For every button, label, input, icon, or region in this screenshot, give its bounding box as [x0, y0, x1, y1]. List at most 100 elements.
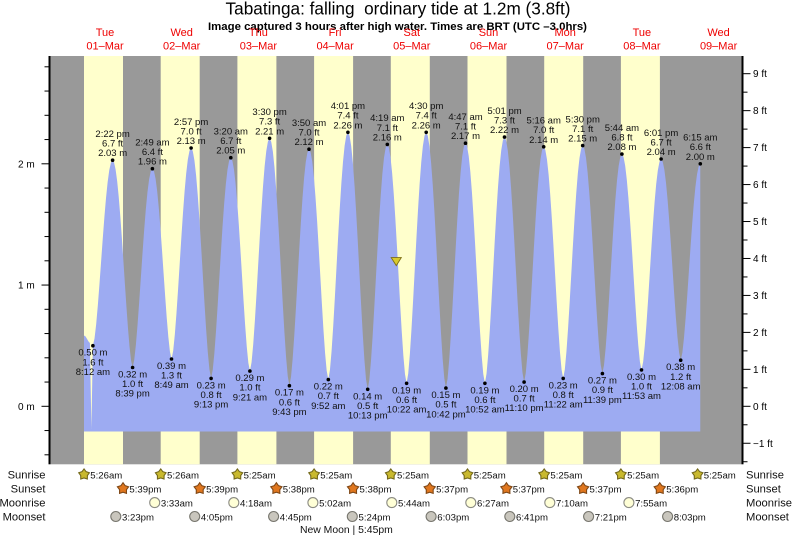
svg-text:5:01 pm: 5:01 pm: [487, 106, 521, 117]
svg-text:Sat: Sat: [404, 27, 421, 39]
svg-text:Fri: Fri: [329, 27, 342, 39]
svg-text:7:21pm: 7:21pm: [595, 513, 627, 524]
svg-text:1 ft: 1 ft: [753, 365, 767, 376]
svg-text:8:12 am: 8:12 am: [76, 367, 110, 378]
svg-text:3:33am: 3:33am: [161, 499, 193, 510]
svg-text:2.22 m: 2.22 m: [490, 125, 519, 136]
svg-text:5:26am: 5:26am: [167, 471, 199, 482]
svg-text:1.6 ft: 1.6 ft: [82, 357, 103, 368]
svg-text:05–Mar: 05–Mar: [393, 41, 431, 53]
svg-text:08–Mar: 08–Mar: [623, 41, 661, 53]
svg-text:0.7 ft: 0.7 ft: [514, 394, 535, 405]
svg-text:4:45pm: 4:45pm: [280, 513, 312, 524]
svg-text:6.6 ft: 6.6 ft: [690, 142, 711, 153]
svg-text:Sun: Sun: [479, 27, 499, 39]
svg-text:5:25am: 5:25am: [704, 471, 736, 482]
svg-text:0.23 m: 0.23 m: [197, 380, 226, 391]
svg-text:5:25am: 5:25am: [550, 471, 582, 482]
svg-text:0.8 ft: 0.8 ft: [201, 390, 222, 401]
svg-text:3:23pm: 3:23pm: [122, 513, 154, 524]
svg-text:0.20 m: 0.20 m: [510, 384, 539, 395]
svg-text:5:25am: 5:25am: [627, 471, 659, 482]
svg-text:6.7 ft: 6.7 ft: [220, 136, 241, 147]
svg-text:0.32 m: 0.32 m: [118, 370, 147, 381]
svg-text:5:25am: 5:25am: [320, 471, 352, 482]
svg-text:4:47 am: 4:47 am: [448, 112, 482, 123]
svg-text:7.3 ft: 7.3 ft: [494, 116, 515, 127]
svg-text:5:26am: 5:26am: [90, 471, 122, 482]
svg-text:0.8 ft: 0.8 ft: [553, 390, 574, 401]
svg-text:7.0 ft: 7.0 ft: [298, 128, 319, 139]
svg-text:6:27am: 6:27am: [477, 499, 509, 510]
svg-text:11:10 pm: 11:10 pm: [505, 403, 544, 414]
svg-text:0.19 m: 0.19 m: [392, 385, 421, 396]
svg-text:6:01 pm: 6:01 pm: [644, 128, 678, 139]
svg-text:2:57 pm: 2:57 pm: [174, 117, 208, 128]
svg-text:5:02am: 5:02am: [319, 499, 351, 510]
svg-text:7.0 ft: 7.0 ft: [181, 126, 202, 137]
svg-text:2.17 m: 2.17 m: [451, 131, 480, 142]
svg-text:1 m: 1 m: [18, 281, 35, 292]
svg-text:0.5 ft: 0.5 ft: [357, 401, 378, 412]
svg-text:10:13 pm: 10:13 pm: [348, 411, 388, 422]
svg-text:04–Mar: 04–Mar: [316, 41, 354, 53]
svg-text:3:20 am: 3:20 am: [214, 127, 248, 138]
svg-text:9 ft: 9 ft: [753, 69, 767, 80]
svg-text:3 ft: 3 ft: [753, 291, 767, 302]
svg-text:Moonrise: Moonrise: [746, 498, 792, 510]
svg-text:Mon: Mon: [554, 27, 575, 39]
svg-text:5:37pm: 5:37pm: [513, 485, 545, 496]
svg-text:5:25am: 5:25am: [474, 471, 506, 482]
svg-text:3:50 am: 3:50 am: [292, 118, 326, 129]
svg-text:Sunrise: Sunrise: [746, 470, 784, 482]
svg-text:7.3 ft: 7.3 ft: [259, 117, 280, 128]
svg-text:Tue: Tue: [633, 27, 652, 39]
svg-text:0.30 m: 0.30 m: [627, 372, 656, 383]
svg-text:2:22 pm: 2:22 pm: [95, 129, 129, 140]
svg-text:Moonrise: Moonrise: [0, 498, 46, 510]
svg-text:5:38pm: 5:38pm: [283, 485, 315, 496]
svg-text:5:36pm: 5:36pm: [666, 485, 698, 496]
svg-text:0.14 m: 0.14 m: [353, 391, 382, 402]
svg-text:9:52 am: 9:52 am: [311, 401, 345, 412]
svg-text:9:21 am: 9:21 am: [233, 392, 267, 403]
svg-text:6.7 ft: 6.7 ft: [102, 139, 123, 150]
svg-text:8 ft: 8 ft: [753, 106, 767, 117]
svg-text:New Moon | 5:45pm: New Moon | 5:45pm: [300, 525, 393, 536]
svg-text:Moonset: Moonset: [746, 512, 790, 524]
svg-text:Sunset: Sunset: [11, 484, 47, 496]
svg-text:0.15 m: 0.15 m: [431, 390, 460, 401]
svg-text:7.4 ft: 7.4 ft: [337, 111, 358, 122]
svg-text:7.1 ft: 7.1 ft: [572, 124, 593, 135]
svg-text:0.22 m: 0.22 m: [314, 382, 343, 393]
svg-text:2.13 m: 2.13 m: [177, 136, 206, 147]
svg-text:9:43 pm: 9:43 pm: [272, 407, 306, 418]
svg-text:02–Mar: 02–Mar: [163, 41, 201, 53]
svg-text:4 ft: 4 ft: [753, 254, 767, 265]
svg-text:0.38 m: 0.38 m: [666, 362, 695, 373]
svg-text:4:19 am: 4:19 am: [370, 113, 404, 124]
svg-text:7.4 ft: 7.4 ft: [416, 111, 437, 122]
svg-text:0.6 ft: 0.6 ft: [474, 395, 495, 406]
svg-text:2.03 m: 2.03 m: [98, 148, 127, 159]
svg-text:Sunset: Sunset: [746, 484, 782, 496]
svg-text:7.1 ft: 7.1 ft: [455, 122, 476, 133]
svg-text:0.29 m: 0.29 m: [235, 373, 264, 384]
svg-text:6 ft: 6 ft: [753, 180, 767, 191]
svg-text:11:53 am: 11:53 am: [622, 391, 661, 402]
svg-text:6.7 ft: 6.7 ft: [651, 137, 672, 148]
svg-text:8:49 am: 8:49 am: [154, 380, 188, 391]
svg-text:5:44am: 5:44am: [398, 499, 430, 510]
svg-text:0.39 m: 0.39 m: [157, 361, 186, 372]
svg-text:6:41pm: 6:41pm: [516, 513, 548, 524]
svg-text:6.4 ft: 6.4 ft: [142, 147, 163, 158]
svg-text:0.17 m: 0.17 m: [275, 388, 304, 399]
svg-text:7.0 ft: 7.0 ft: [533, 125, 554, 136]
svg-text:2.05 m: 2.05 m: [216, 146, 245, 157]
svg-text:10:22 am: 10:22 am: [387, 405, 427, 416]
svg-text:7.1 ft: 7.1 ft: [377, 123, 398, 134]
svg-text:0.23 m: 0.23 m: [549, 380, 578, 391]
svg-text:1.0 ft: 1.0 ft: [122, 379, 143, 390]
svg-text:7 ft: 7 ft: [753, 143, 767, 154]
svg-text:0.5 ft: 0.5 ft: [435, 400, 456, 411]
